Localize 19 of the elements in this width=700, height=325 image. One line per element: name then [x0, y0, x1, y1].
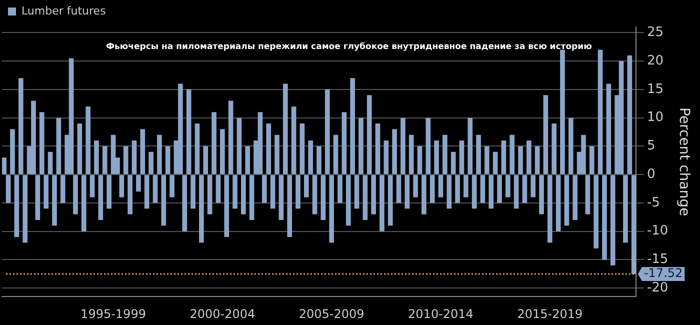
legend-label: Lumber futures [22, 4, 106, 18]
y-tick-label: 10 [646, 110, 664, 126]
y-tick-label: 15 [646, 82, 664, 97]
text: Фьючерсы на пиломатериалы пережили самое глубокое внутридневное падение за всю историю [106, 42, 592, 52]
y-tick-label: 25 [646, 25, 664, 40]
x-tick-label: 1995-1999 [80, 306, 146, 321]
x-tick-label: 2010-2014 [408, 306, 474, 321]
y-tick-label: 5 [646, 138, 656, 154]
y-tick-label: -20 [646, 280, 668, 296]
y-axis-title: Percent change [676, 107, 692, 216]
ref-line-label: -17.52 [644, 266, 683, 280]
y-tick-label: -15 [646, 252, 668, 268]
y-tick-label: 20 [646, 53, 664, 68]
y-tick-label: -10 [646, 224, 668, 239]
y-tick-label: 0 [646, 166, 656, 182]
x-tick-label: 2000-2004 [190, 306, 256, 321]
x-tick-label: 2015-2019 [517, 306, 583, 321]
y-tick-label: -5 [646, 195, 660, 210]
x-tick-label: 2005-2009 [298, 306, 364, 321]
